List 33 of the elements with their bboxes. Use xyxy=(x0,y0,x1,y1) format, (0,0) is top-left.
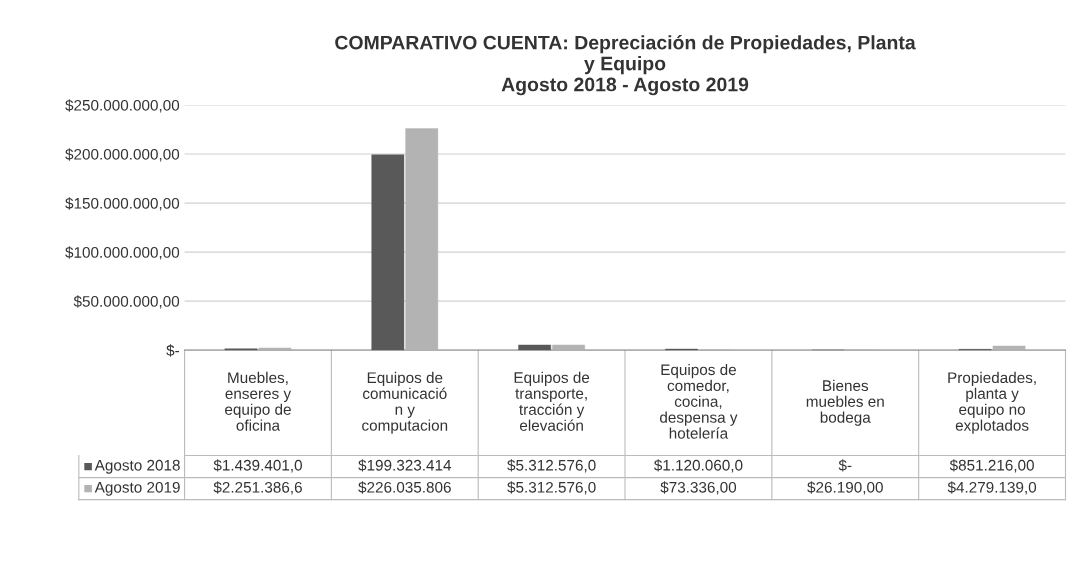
data-label: $851.216,00 xyxy=(949,459,1034,473)
legend-label: Agosto 2018 xyxy=(94,459,180,474)
y-tick-label: $200.000.000,00 xyxy=(65,148,180,162)
legend-label: Agosto 2019 xyxy=(94,481,180,496)
y-tick-label: $- xyxy=(166,344,180,357)
chart-title: COMPARATIVO CUENTA: Depreciación de Propiedades, Planta y Equipo Agosto 2018 - Agosto 2019 xyxy=(335,35,916,96)
x-tick-label: Equipos de comedor, cocina, despensa y hotelería xyxy=(660,363,738,439)
data-label: $5.312.576,0 xyxy=(507,459,596,473)
y-tick-label: $150.000.000,00 xyxy=(65,197,180,211)
data-label: $- xyxy=(838,459,852,472)
data-label: $5.312.576,0 xyxy=(507,481,596,495)
x-tick-label: Equipos de transporte, tracción y elevación xyxy=(514,371,590,431)
y-tick-label: $100.000.000,00 xyxy=(65,246,180,260)
bar xyxy=(258,347,292,351)
x-tick-label: Equipos de comunicació n y computacion xyxy=(362,371,448,434)
x-tick-label: Propiedades, planta y equipo no explotados xyxy=(948,371,1036,434)
x-tick-label: Bienes muebles en bodega xyxy=(806,379,884,426)
data-label: $73.336,00 xyxy=(660,481,737,495)
data-label: $2.251.386,6 xyxy=(213,481,302,495)
bar xyxy=(518,344,552,351)
bar xyxy=(552,344,585,351)
bar xyxy=(371,154,405,351)
x-tick-label: Muebles, enseres y equipo de oficina xyxy=(225,371,292,431)
data-label: $226.035.806 xyxy=(358,481,451,494)
data-label: $1.120.060,0 xyxy=(654,459,743,473)
data-label: $26.190,00 xyxy=(807,481,883,495)
y-tick-label: $250.000.000,00 xyxy=(65,99,180,113)
y-tick-label: $50.000.000,00 xyxy=(73,295,180,309)
data-label: $4.279.139,0 xyxy=(947,481,1037,495)
bar xyxy=(992,345,1026,351)
bar xyxy=(405,128,439,351)
data-label: $199.323.414 xyxy=(358,459,452,472)
data-label: $1.439.401,0 xyxy=(213,459,302,473)
